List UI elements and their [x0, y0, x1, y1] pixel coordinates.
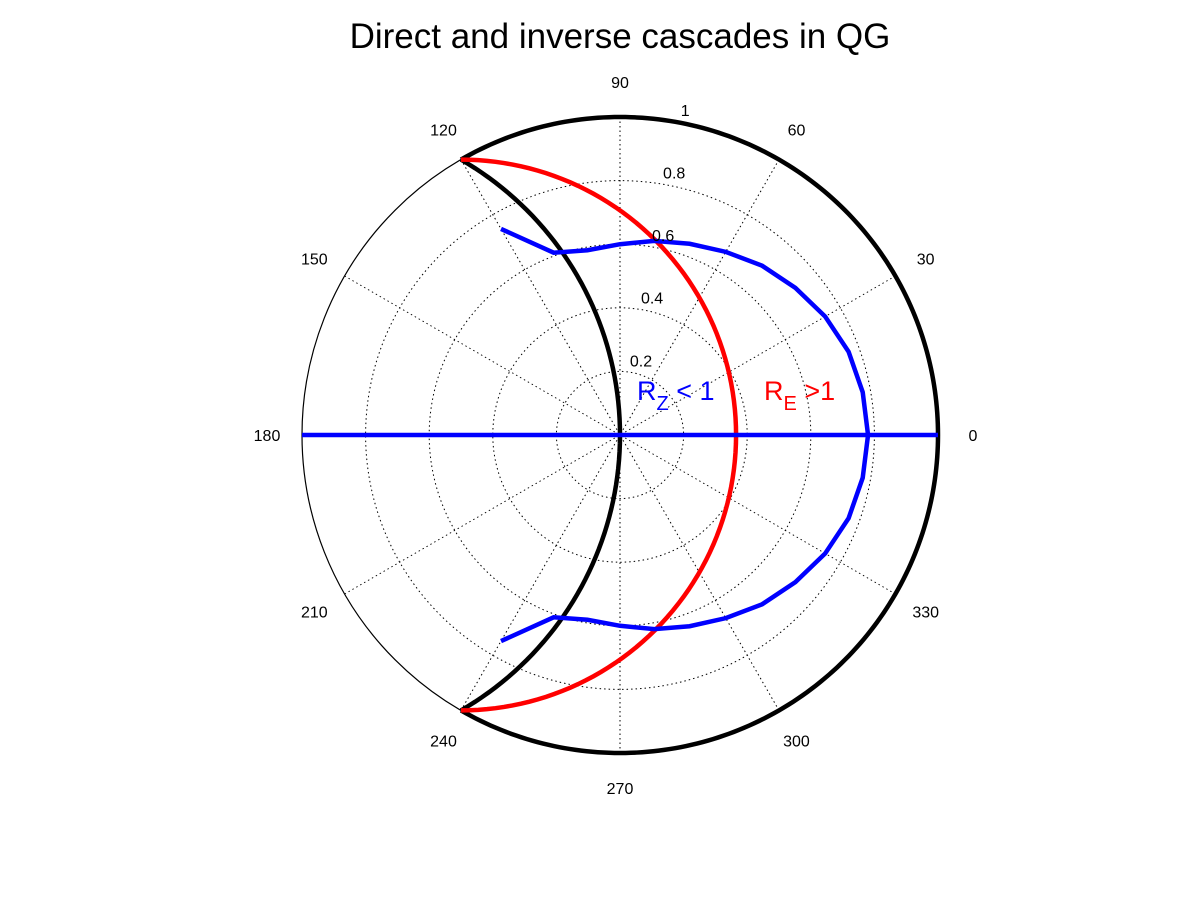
- annotation-rz-sub: Z: [657, 393, 669, 415]
- angle-tick-label-120: 120: [430, 122, 457, 139]
- annotation-rz: RZ < 1: [637, 376, 715, 415]
- angle-tick-label-300: 300: [783, 734, 810, 751]
- angle-tick-label-240: 240: [430, 734, 457, 751]
- angle-tick-label-150: 150: [301, 252, 328, 269]
- angle-tick-label-30: 30: [917, 252, 935, 269]
- annotation-re: RE >1: [764, 376, 835, 415]
- angle-tick-label-180: 180: [254, 428, 281, 445]
- annotation-rz-suffix: < 1: [669, 376, 715, 406]
- tick-layer: 0 30 60 90 120 150 180 210 240 270 300 330 0.2 0.4 0.6…: [254, 75, 978, 798]
- chart-title: Direct and inverse cascades in QG: [350, 17, 891, 56]
- angle-tick-label-270: 270: [607, 781, 634, 798]
- radial-tick-label-2: 0.6: [652, 228, 674, 245]
- annotation-rz-main: R: [637, 376, 657, 406]
- annotation-re-suffix: >1: [797, 376, 835, 406]
- radial-tick-label-3: 0.8: [663, 165, 685, 182]
- annotation-re-main: R: [764, 376, 784, 406]
- grid-ring-1: [492, 307, 748, 563]
- radial-tick-label-1: 0.4: [641, 291, 663, 308]
- angle-tick-label-330: 330: [912, 604, 939, 621]
- angle-tick-label-90: 90: [611, 75, 629, 92]
- angle-tick-label-60: 60: [788, 122, 806, 139]
- annotation-layer: RZ < 1 RE >1: [637, 376, 835, 415]
- series-layer: [302, 114, 941, 756]
- radial-tick-label-4: 1: [681, 103, 690, 120]
- annotation-re-sub: E: [784, 393, 797, 415]
- angle-tick-label-0: 0: [969, 428, 978, 445]
- radial-tick-label-0: 0.2: [630, 353, 652, 370]
- angle-tick-label-210: 210: [301, 604, 328, 621]
